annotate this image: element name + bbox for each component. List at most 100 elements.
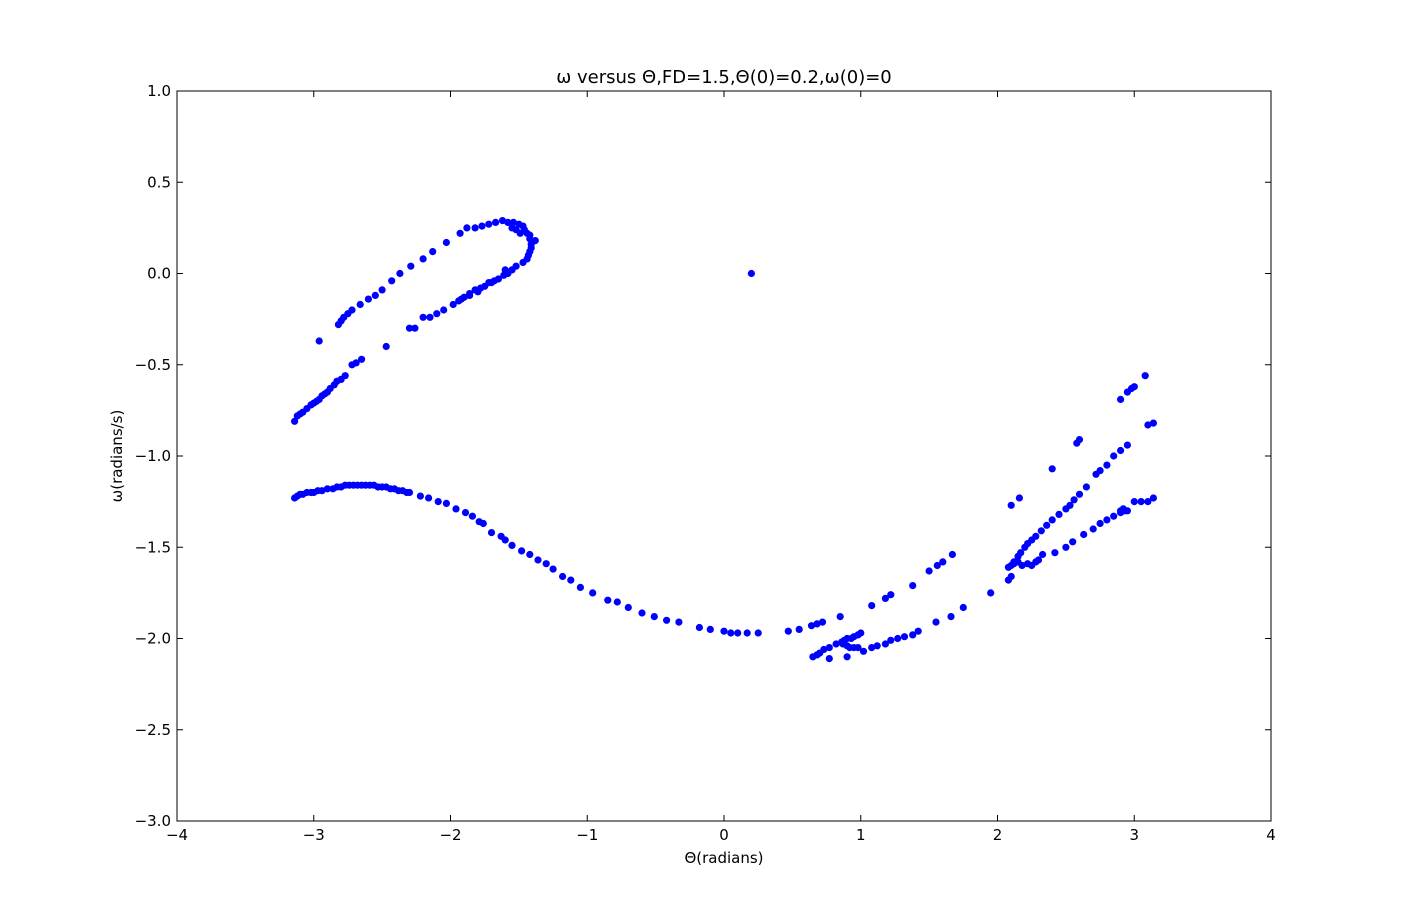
x-tick-label: −4 — [166, 826, 188, 844]
data-point — [456, 229, 464, 237]
data-point — [487, 278, 496, 287]
data-point — [1007, 572, 1015, 581]
data-point — [933, 561, 941, 570]
data-point — [558, 572, 567, 581]
data-point — [914, 627, 922, 635]
data-point — [650, 612, 658, 621]
data-point — [474, 288, 482, 296]
data-point — [743, 629, 751, 637]
data-point — [433, 310, 441, 318]
data-point — [925, 567, 933, 575]
data-point — [1103, 516, 1111, 524]
data-point — [734, 629, 742, 637]
data-point — [1110, 452, 1118, 460]
data-point — [706, 625, 714, 634]
data-point — [419, 313, 427, 321]
data-point — [754, 629, 762, 637]
data-point — [1082, 483, 1091, 491]
data-point — [549, 565, 557, 573]
data-point — [411, 324, 419, 332]
data-point — [909, 631, 917, 639]
data-point — [1149, 494, 1158, 502]
data-point — [1048, 465, 1056, 473]
x-tick-label: 3 — [1129, 826, 1139, 844]
data-point — [576, 583, 585, 592]
x-axis-label: Θ(radians) — [684, 849, 763, 867]
data-point — [825, 654, 833, 663]
data-points — [290, 217, 1158, 663]
x-tick-label: 0 — [719, 826, 729, 844]
data-point — [939, 558, 947, 566]
data-point — [396, 269, 404, 278]
data-point — [452, 505, 460, 513]
y-tick-label: −2.0 — [135, 630, 171, 648]
data-point — [487, 528, 496, 537]
data-point — [1039, 550, 1047, 559]
data-point — [959, 603, 967, 612]
data-point — [465, 291, 474, 299]
y-tick-label: −0.5 — [135, 356, 171, 374]
data-point — [416, 492, 424, 500]
data-point — [1117, 446, 1125, 455]
data-point — [836, 612, 844, 621]
y-tick-label: −2.5 — [135, 721, 171, 739]
data-point — [516, 229, 524, 237]
data-point — [442, 238, 450, 247]
data-point — [1137, 497, 1145, 506]
data-point — [1117, 507, 1125, 515]
data-point — [501, 536, 509, 544]
data-point — [471, 224, 479, 232]
chart-title: ω versus Θ,FD=1.5,Θ(0)=0.2,ω(0)=0 — [556, 67, 892, 88]
data-point — [382, 342, 390, 351]
data-point — [1096, 519, 1104, 528]
data-point — [825, 643, 833, 652]
data-point — [442, 499, 450, 507]
data-point — [662, 616, 671, 624]
data-point — [873, 642, 881, 650]
data-point — [440, 306, 448, 314]
data-point — [429, 248, 437, 256]
data-point — [604, 596, 612, 604]
data-point — [479, 519, 487, 528]
data-point — [854, 643, 862, 652]
data-point — [1080, 530, 1088, 539]
data-point — [491, 218, 500, 226]
x-tick-label: −2 — [439, 826, 461, 844]
data-point — [638, 609, 646, 617]
data-point — [478, 222, 486, 230]
data-point — [909, 581, 917, 590]
data-point — [352, 359, 360, 367]
data-point — [695, 623, 704, 632]
x-tick-label: 2 — [993, 826, 1003, 844]
data-point — [526, 550, 534, 559]
data-point — [1034, 556, 1043, 564]
data-point — [1017, 549, 1025, 557]
data-point — [1141, 372, 1149, 380]
x-tick-label: −1 — [576, 826, 598, 844]
data-point — [747, 269, 756, 278]
data-point — [1048, 516, 1056, 524]
data-point — [589, 589, 597, 597]
data-point — [388, 277, 396, 285]
data-point — [517, 547, 526, 555]
data-point — [463, 224, 471, 232]
data-point — [1144, 497, 1152, 506]
data-point — [1075, 490, 1084, 498]
data-point — [1043, 521, 1051, 529]
data-point — [1062, 543, 1070, 551]
data-point — [857, 629, 865, 637]
data-point — [494, 275, 502, 283]
data-point — [501, 266, 509, 274]
data-point — [881, 594, 890, 603]
data-point — [1010, 558, 1018, 566]
data-point — [1051, 549, 1059, 557]
data-point — [1110, 512, 1118, 520]
data-point — [348, 306, 356, 314]
data-point — [1117, 395, 1125, 403]
y-tick-label: 0.5 — [147, 173, 171, 191]
data-point — [624, 603, 632, 612]
data-point — [407, 262, 415, 270]
data-point — [868, 601, 876, 610]
data-point — [426, 313, 434, 321]
